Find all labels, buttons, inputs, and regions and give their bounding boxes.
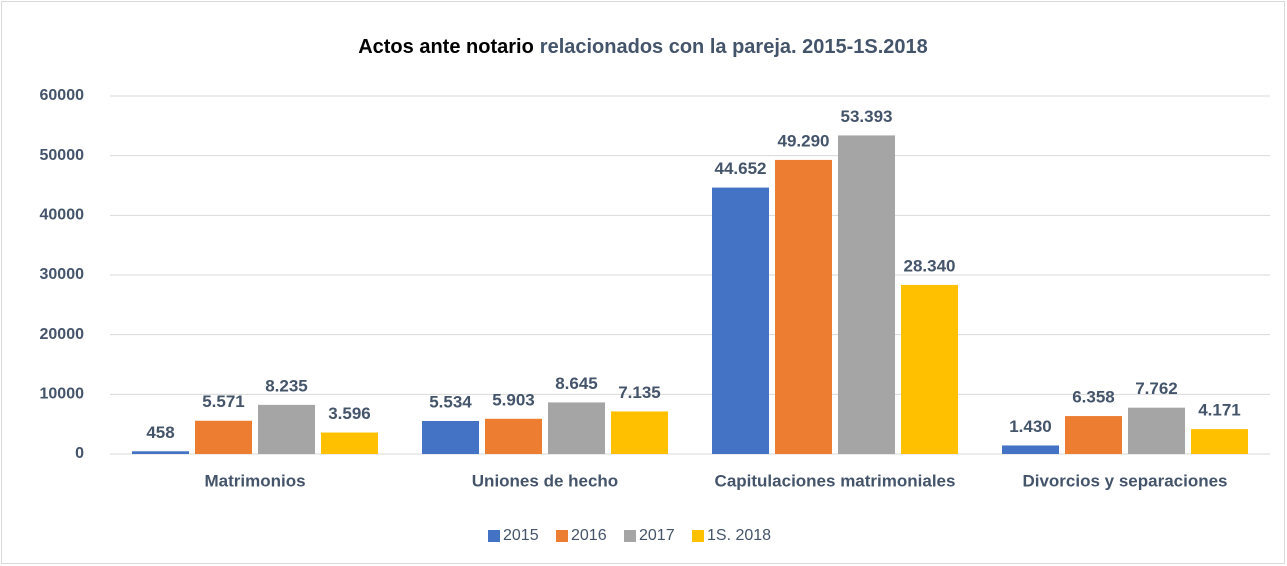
- value-label: 5.534: [429, 392, 472, 411]
- y-tick-label: 50000: [40, 147, 85, 164]
- bar: [1191, 429, 1248, 454]
- title-part: relacionados con la pareja. 2015-1S.2018: [540, 36, 928, 58]
- value-label: 28.340: [904, 256, 956, 275]
- legend-label: 2017: [639, 527, 675, 544]
- bar: [712, 187, 769, 454]
- x-tick-label: Matrimonios: [204, 471, 305, 490]
- bar: [1002, 445, 1059, 454]
- value-label: 53.393: [841, 107, 893, 126]
- legend-label: 1S. 2018: [707, 527, 771, 544]
- bar: [321, 432, 378, 454]
- value-label: 4.171: [1198, 401, 1241, 420]
- bar: [548, 402, 605, 454]
- chart-title: Actos ante notario relacionados con la pa…: [358, 36, 928, 58]
- bar: [132, 451, 189, 454]
- value-label: 3.596: [328, 404, 371, 423]
- x-tick-label: Divorcios y separaciones: [1022, 471, 1227, 490]
- value-label: 7.135: [618, 383, 661, 402]
- bar: [838, 135, 895, 455]
- bar: [1065, 416, 1122, 454]
- value-label: 8.235: [265, 376, 308, 395]
- legend-label: 2016: [571, 527, 607, 544]
- y-tick-label: 20000: [40, 326, 85, 343]
- value-label: 7.762: [1135, 379, 1178, 398]
- y-tick-label: 40000: [40, 207, 85, 224]
- bar: [775, 159, 832, 454]
- value-label: 5.571: [202, 392, 245, 411]
- title-part: Actos ante notario: [358, 36, 534, 58]
- value-label: 1.430: [1009, 417, 1052, 436]
- y-tick-label: 60000: [40, 87, 85, 104]
- value-label: 458: [146, 423, 174, 442]
- value-label: 8.645: [555, 374, 598, 393]
- bar: [1128, 407, 1185, 454]
- legend-swatch: [556, 530, 568, 542]
- x-tick-label: Uniones de hecho: [472, 471, 618, 490]
- bar: [422, 420, 479, 454]
- value-label: 6.358: [1072, 388, 1115, 407]
- legend-swatch: [488, 530, 500, 542]
- bar: [195, 420, 252, 454]
- y-tick-label: 0: [75, 445, 84, 462]
- bar: [258, 404, 315, 454]
- legend-swatch: [624, 530, 636, 542]
- bar: [611, 411, 668, 454]
- legend-label: 2015: [503, 527, 539, 544]
- value-label: 44.652: [715, 159, 767, 178]
- y-tick-label: 10000: [40, 386, 85, 403]
- legend-swatch: [692, 530, 704, 542]
- value-label: 5.903: [492, 390, 535, 409]
- bar: [901, 284, 958, 454]
- x-tick-label: Capitulaciones matrimoniales: [715, 471, 956, 490]
- value-label: 49.290: [778, 131, 830, 150]
- bar: [485, 418, 542, 454]
- y-tick-label: 30000: [40, 266, 85, 283]
